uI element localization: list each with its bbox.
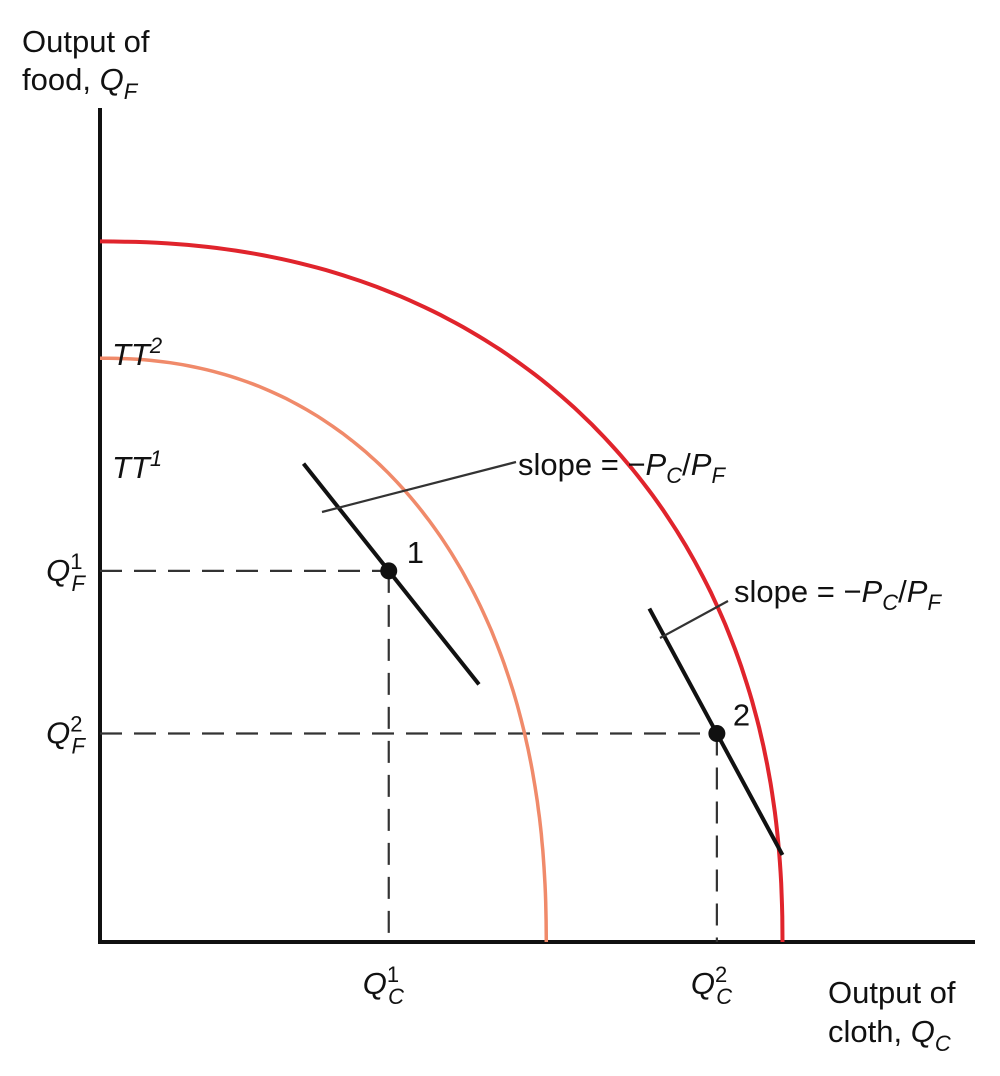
x-tick-qc2: Q2 C bbox=[691, 962, 732, 1009]
x-axis-title: Output of cloth, QC bbox=[828, 975, 964, 1056]
point-1-label: 1 bbox=[407, 535, 424, 570]
x-axis-title-sub: C bbox=[935, 1031, 951, 1056]
curve-label-tt1: TT1 bbox=[112, 446, 162, 485]
y-axis-title-var: Q bbox=[100, 62, 124, 97]
slope-annotation-1: slope = −PC/PF bbox=[518, 447, 726, 488]
curve-tt2 bbox=[99, 239, 785, 943]
point-2-marker bbox=[708, 725, 726, 742]
y-tick-qf1: Q1 F bbox=[46, 549, 86, 596]
x-axis-title-var: Q bbox=[911, 1014, 935, 1049]
y-axis-title-line1: Output of bbox=[22, 24, 150, 59]
curve-tt1 bbox=[100, 356, 549, 943]
y-axis-title-line2-prefix: food, bbox=[22, 62, 100, 97]
y-axis-title-sub: F bbox=[124, 79, 139, 104]
slope-annotation-2: slope = −PC/PF bbox=[734, 574, 942, 615]
y-axis-title: Output of food, QF bbox=[22, 24, 158, 104]
y-tick-qf2: Q2 F bbox=[46, 712, 86, 759]
x-tick-qc1: Q1 C bbox=[363, 962, 404, 1009]
leader-line-1 bbox=[321, 460, 517, 514]
x-axis-title-line1: Output of bbox=[828, 975, 956, 1010]
leader-line-2 bbox=[659, 600, 729, 639]
x-axis-title-line2-prefix: cloth, bbox=[828, 1014, 911, 1049]
curve-label-tt2: TT2 bbox=[112, 333, 162, 372]
point-1-marker bbox=[380, 562, 398, 580]
point-2-label: 2 bbox=[733, 698, 750, 733]
